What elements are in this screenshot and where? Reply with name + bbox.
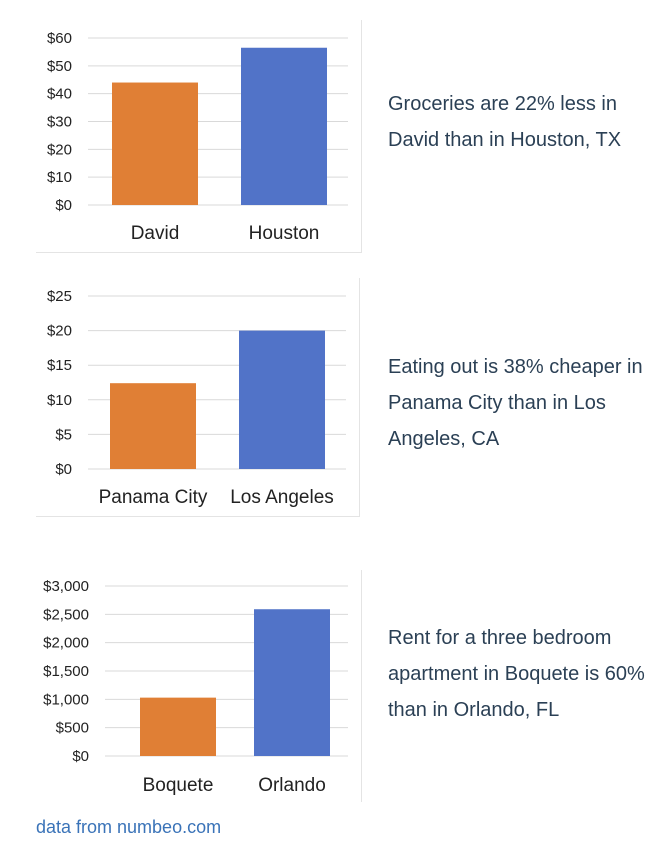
- y-tick-label: $5: [55, 426, 72, 443]
- y-tick-label: $50: [47, 58, 72, 75]
- y-tick-label: $25: [47, 288, 72, 305]
- bar-chart-groceries: $0 $10 $20 $30 $40 $50 $60 David Houston: [47, 30, 348, 244]
- chart-frame: [36, 278, 360, 517]
- y-tick-label: $2,000: [43, 635, 89, 652]
- y-tick-label: $40: [47, 86, 72, 103]
- y-tick-label: $60: [47, 30, 72, 47]
- y-tick-label: $15: [47, 357, 72, 374]
- bar-orlando: [254, 609, 330, 756]
- x-category-label: Houston: [249, 223, 320, 244]
- bar-chart-rent: $0 $500 $1,000 $1,500 $2,000 $2,500 $3,000 Boqu…: [43, 578, 348, 796]
- bar-panama-city: [110, 383, 196, 469]
- x-category-label: Panama City: [99, 487, 208, 508]
- y-tick-label: $2,500: [43, 606, 89, 623]
- x-category-label: Los Angeles: [230, 487, 334, 508]
- y-tick-label: $0: [55, 461, 72, 478]
- chart-panel-eating-out: $0 $5 $10 $15 $20 $25 Panama City Los Angeles E…: [36, 278, 643, 517]
- chart-panel-rent: $0 $500 $1,000 $1,500 $2,000 $2,500 $3,000 Boqu…: [36, 570, 645, 802]
- chart-panel-groceries: $0 $10 $20 $30 $40 $50 $60 David Houston Groceri…: [0, 0, 668, 260]
- y-tick-label: $20: [47, 323, 72, 340]
- bar-david: [112, 82, 198, 205]
- x-category-label: Orlando: [258, 775, 326, 796]
- caption-eating-out: Eating out is 38% cheaper in Panama City…: [388, 356, 643, 450]
- y-tick-label: $3,000: [43, 578, 89, 595]
- y-tick-label: $10: [47, 392, 72, 409]
- y-tick-label: $500: [56, 720, 89, 737]
- y-tick-label: $0: [55, 197, 72, 214]
- y-tick-label: $0: [72, 748, 89, 765]
- y-tick-label: $1,000: [43, 691, 89, 708]
- source-note: data from numbeo.com: [36, 817, 222, 837]
- bar-los-angeles: [239, 330, 325, 469]
- x-category-label: Boquete: [143, 775, 214, 796]
- y-tick-label: $30: [47, 114, 72, 131]
- chart-frame: [36, 20, 362, 253]
- bar-chart-eating-out: $0 $5 $10 $15 $20 $25 Panama City Los Angeles: [47, 288, 346, 508]
- bar-boquete: [140, 697, 216, 756]
- x-category-label: David: [131, 223, 180, 244]
- bar-houston: [241, 47, 327, 205]
- caption-groceries: Groceries are 22% less in David than in …: [388, 93, 622, 151]
- caption-rent: Rent for a three bedroom apartment in Bo…: [388, 627, 645, 721]
- y-tick-label: $10: [47, 169, 72, 186]
- chart-frame: [36, 570, 362, 802]
- y-tick-label: $1,500: [43, 663, 89, 680]
- y-tick-label: $20: [47, 141, 72, 158]
